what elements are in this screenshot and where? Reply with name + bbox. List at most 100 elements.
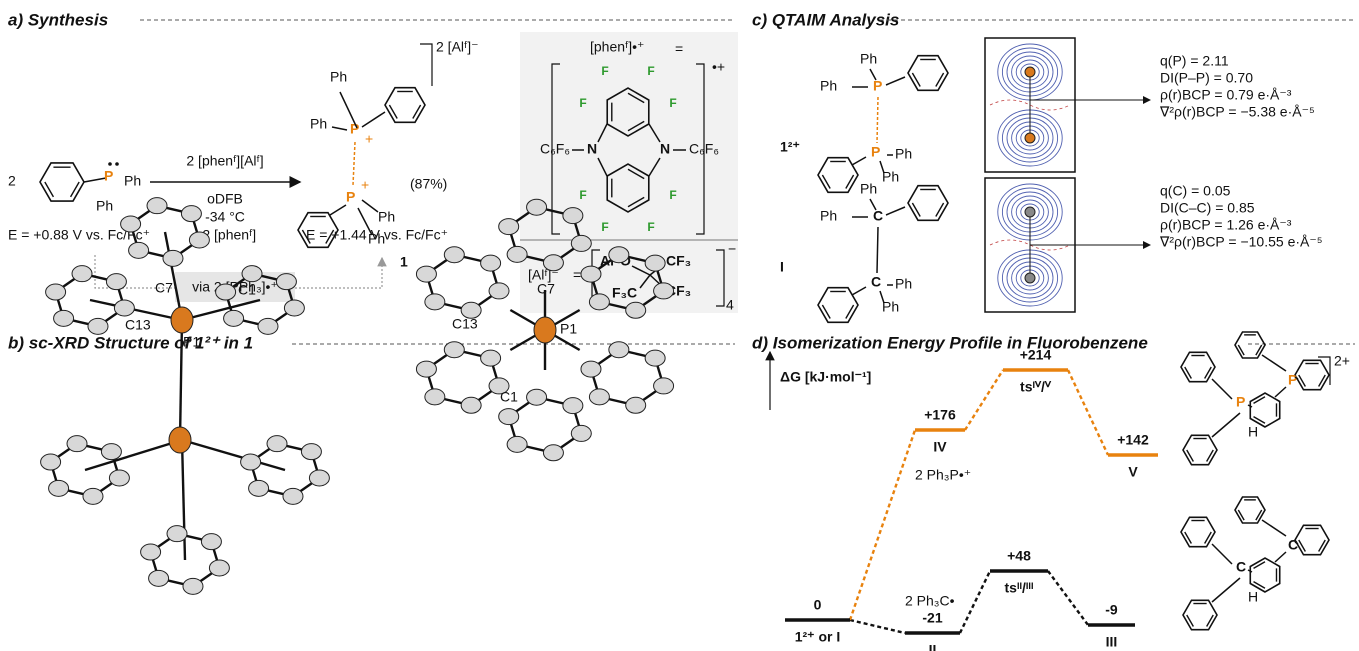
atom: P	[346, 189, 355, 205]
bond	[71, 182, 80, 197]
panel-title: a) Synthesis	[8, 10, 108, 29]
carbon-ellipsoid	[416, 361, 436, 377]
carbon-ellipsoid	[645, 350, 665, 366]
carbon-ellipsoid	[149, 570, 169, 586]
carbon-ellipsoid	[283, 488, 303, 504]
carbon-ellipsoid	[444, 247, 464, 263]
carbon-ellipsoid	[425, 294, 445, 310]
carbon-ellipsoid	[276, 274, 296, 290]
label: Ph	[96, 198, 113, 214]
label: -21	[922, 610, 942, 626]
bond	[822, 305, 830, 319]
label: Ph	[860, 181, 877, 197]
carbon-ellipsoid	[284, 300, 304, 316]
carbon-ellipsoid	[242, 266, 262, 282]
bond	[877, 227, 878, 273]
ring	[385, 88, 425, 123]
label: q(C) = 0.05	[1160, 183, 1231, 199]
label: Ph	[378, 209, 395, 225]
bond	[84, 178, 106, 182]
label: 1²⁺ or I	[795, 629, 841, 645]
bond	[45, 182, 54, 197]
label: V	[1128, 464, 1138, 480]
carbon-ellipsoid	[54, 310, 74, 326]
label: Ph	[124, 173, 141, 189]
label: -9	[1105, 602, 1118, 618]
connector	[850, 430, 915, 620]
ring	[1235, 497, 1265, 523]
carbon-ellipsoid	[609, 342, 629, 358]
label: =	[675, 41, 683, 57]
label: P1	[560, 321, 577, 337]
label: =	[573, 267, 581, 283]
bond	[877, 97, 878, 143]
label: tsᴵᴵ/ᴵᴵᴵ	[1005, 580, 1034, 596]
bond	[936, 203, 944, 217]
label: Ph	[330, 69, 347, 85]
carbon-ellipsoid	[67, 436, 87, 452]
label: 0	[814, 597, 822, 613]
carbon-ellipsoid	[41, 454, 61, 470]
carbon-ellipsoid	[499, 219, 519, 235]
carbon-ellipsoid	[481, 350, 501, 366]
bond	[1212, 413, 1240, 437]
label: (87%)	[410, 176, 447, 192]
carbon-ellipsoid	[241, 454, 261, 470]
atom: P	[104, 168, 113, 184]
bond	[413, 105, 421, 119]
connector	[965, 370, 1003, 430]
atom: F	[669, 96, 676, 110]
bond	[936, 73, 944, 87]
ring	[1295, 360, 1329, 389]
label: +	[361, 177, 369, 193]
atom: H	[1248, 424, 1258, 440]
label: +142	[1117, 432, 1149, 448]
carbon-ellipsoid	[88, 318, 108, 334]
bond	[912, 203, 920, 217]
nucleus	[1025, 133, 1035, 143]
carbon-ellipsoid	[507, 436, 527, 452]
panel-title: d) Isomerization Energy Profile in Fluor…	[752, 333, 1148, 352]
bond	[1248, 570, 1252, 572]
label: tsᴵⱽ/ⱽ	[1020, 379, 1052, 395]
label: DI(C–C) = 0.85	[1160, 200, 1255, 216]
atom: F	[669, 188, 676, 202]
label: Ph	[310, 116, 327, 132]
label: +	[365, 131, 373, 147]
bond	[332, 127, 347, 130]
label: F₃C	[612, 285, 637, 301]
carbon-ellipsoid	[481, 255, 501, 271]
label: q(P) = 2.11	[1160, 53, 1229, 69]
nucleus	[1025, 273, 1035, 283]
carbon-ellipsoid	[645, 255, 665, 271]
label: Ph	[882, 299, 899, 315]
bond	[182, 440, 185, 560]
carbon-ellipsoid	[167, 526, 187, 542]
label: IV	[933, 439, 947, 455]
atom: P	[1288, 372, 1297, 388]
label: -34 °C	[205, 209, 245, 225]
atom: F	[647, 220, 654, 234]
atom: P	[871, 144, 880, 160]
carbon-ellipsoid	[563, 398, 583, 414]
bond	[846, 175, 854, 189]
ring	[908, 186, 948, 221]
label: C7	[537, 281, 555, 297]
carbon-ellipsoid	[224, 310, 244, 326]
label: ΔG [kJ·mol⁻¹]	[780, 369, 871, 385]
carbon-ellipsoid	[654, 283, 674, 299]
ring	[818, 158, 858, 193]
lone-pair	[115, 162, 119, 166]
label: +48	[1007, 548, 1031, 564]
carbon-ellipsoid	[626, 302, 646, 318]
carbon-ellipsoid	[209, 560, 229, 576]
label: C7	[155, 280, 173, 296]
label: E = +1.44 V vs. Fc/Fc⁺	[306, 227, 448, 243]
atom: H	[1248, 589, 1258, 605]
label: +214	[1020, 347, 1052, 363]
connector	[960, 571, 990, 633]
phosphorus-ellipsoid	[534, 317, 556, 343]
label: −	[728, 241, 736, 257]
carbon-ellipsoid	[489, 283, 509, 299]
carbon-ellipsoid	[444, 342, 464, 358]
